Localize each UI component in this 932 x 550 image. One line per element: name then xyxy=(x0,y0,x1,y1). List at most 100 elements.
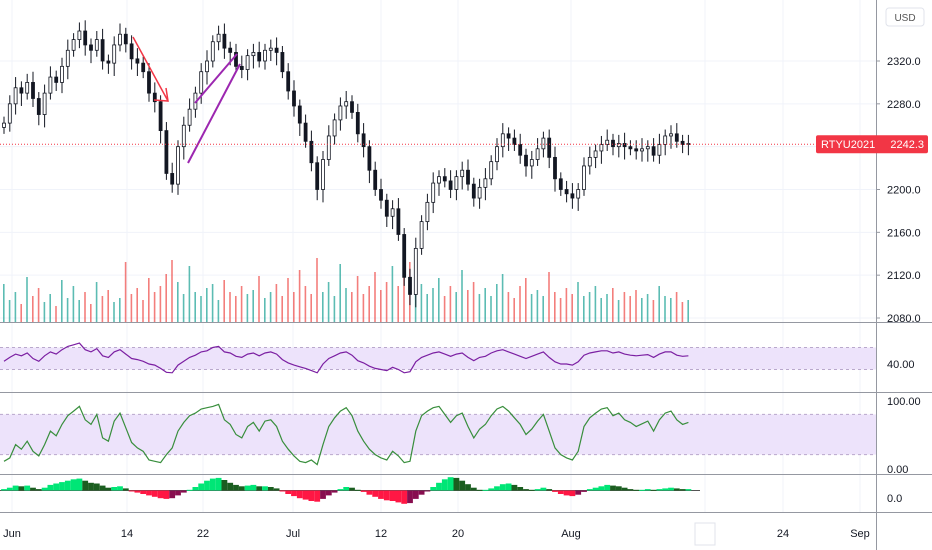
time-tick-label: 24 xyxy=(777,528,789,540)
volume-bar xyxy=(72,286,75,322)
volume-bar xyxy=(84,292,86,322)
volume-bar xyxy=(101,296,104,322)
momentum-bar xyxy=(18,486,25,491)
candle-body xyxy=(582,165,586,190)
momentum-bar xyxy=(233,484,239,491)
candle-body xyxy=(36,98,41,115)
candle-body xyxy=(129,43,134,60)
candle-body xyxy=(651,146,656,156)
candle-body xyxy=(257,52,262,62)
volume-bar xyxy=(478,294,481,322)
trend-arrow-line[interactable] xyxy=(132,36,169,102)
volume-bar xyxy=(617,300,620,322)
momentum-bar xyxy=(325,490,332,496)
volume-bar xyxy=(438,278,440,322)
momentum-pane xyxy=(0,477,700,504)
momentum-bar xyxy=(24,485,31,491)
momentum-bar xyxy=(256,486,263,491)
momentum-bar xyxy=(227,482,234,491)
candle-body xyxy=(321,159,325,190)
rsi-band xyxy=(0,347,876,370)
drawings[interactable] xyxy=(132,36,241,164)
momentum-bar xyxy=(569,490,576,497)
time-axis[interactable]: Jun1422Jul1220Aug1624Sep xyxy=(3,522,870,546)
currency-label-box[interactable] xyxy=(885,7,925,27)
volume-bar xyxy=(519,286,521,322)
volume-bar xyxy=(310,294,312,322)
volume-bar xyxy=(165,274,167,322)
time-tick-label: Sep xyxy=(850,528,870,540)
candle-body xyxy=(315,162,320,190)
candle-body xyxy=(645,146,650,150)
volume-bar xyxy=(269,292,272,322)
momentum-bar xyxy=(169,490,176,499)
volume-bar xyxy=(362,294,365,322)
momentum-bar xyxy=(93,483,100,491)
candle-body xyxy=(344,101,349,107)
candle-body xyxy=(141,62,146,73)
momentum-bar xyxy=(418,490,425,495)
stoch-line xyxy=(3,403,689,466)
volume-bar xyxy=(432,288,434,322)
time-tick-label: Jul xyxy=(286,528,300,540)
currency-label[interactable]: USD xyxy=(885,7,925,27)
candle-body xyxy=(170,173,175,185)
momentum-bar xyxy=(192,487,199,491)
volume-bar xyxy=(612,288,614,322)
channel-line-lower[interactable] xyxy=(187,63,241,164)
momentum-bar xyxy=(563,490,570,496)
volume-bar xyxy=(20,304,22,322)
stoch-tick-label: 100.00 xyxy=(887,396,921,408)
channel-line-upper[interactable] xyxy=(194,53,238,104)
momentum-bar xyxy=(134,490,141,493)
candle-body xyxy=(71,39,76,51)
volume-bar xyxy=(420,284,423,322)
momentum-bar xyxy=(76,478,83,491)
volume-bar xyxy=(641,298,643,322)
trend-arrow-head[interactable] xyxy=(153,87,169,102)
price-tick-label: 2200.0 xyxy=(887,185,921,197)
momentum-bar xyxy=(453,477,460,491)
momentum-bar xyxy=(528,489,535,491)
rsi-line xyxy=(3,342,689,374)
volume-bar xyxy=(496,284,498,322)
candle-body xyxy=(112,44,117,64)
momentum-bar xyxy=(349,487,355,491)
candle-body xyxy=(564,189,569,195)
volume-bar xyxy=(472,282,475,322)
candle-body xyxy=(228,47,233,53)
volume-bar xyxy=(484,288,486,322)
time-tick-label: 14 xyxy=(121,528,133,540)
momentum-bar xyxy=(407,490,413,504)
momentum-bar xyxy=(47,484,54,491)
momentum-bar xyxy=(430,487,437,491)
momentum-bar xyxy=(99,485,106,491)
currency-label-text[interactable]: USD xyxy=(894,13,915,24)
momentum-bar xyxy=(662,488,669,491)
momentum-bar xyxy=(105,487,112,491)
momentum-bar xyxy=(209,478,216,491)
momentum-bar xyxy=(250,484,257,491)
candle-body xyxy=(25,82,30,94)
volume-bar xyxy=(130,294,133,322)
volume-bar xyxy=(455,292,457,322)
candle-body xyxy=(332,119,337,137)
candle-body xyxy=(442,176,447,182)
volume-bar xyxy=(8,300,11,322)
momentum-bar xyxy=(273,488,280,491)
volume-bar xyxy=(351,292,353,322)
volume-bar xyxy=(443,296,446,322)
momentum-bar xyxy=(644,489,651,491)
candle-body xyxy=(408,276,412,295)
momentum-bar xyxy=(470,487,477,491)
momentum-bar xyxy=(262,486,268,491)
momentum-bar xyxy=(621,487,628,491)
candle-body xyxy=(657,144,662,156)
momentum-bar xyxy=(511,484,518,491)
volume-bar xyxy=(14,292,17,322)
volume-bar xyxy=(530,294,533,322)
candle-body xyxy=(466,169,470,185)
momentum-bar xyxy=(331,490,338,493)
candle-body xyxy=(176,146,180,185)
momentum-bar xyxy=(302,490,309,500)
